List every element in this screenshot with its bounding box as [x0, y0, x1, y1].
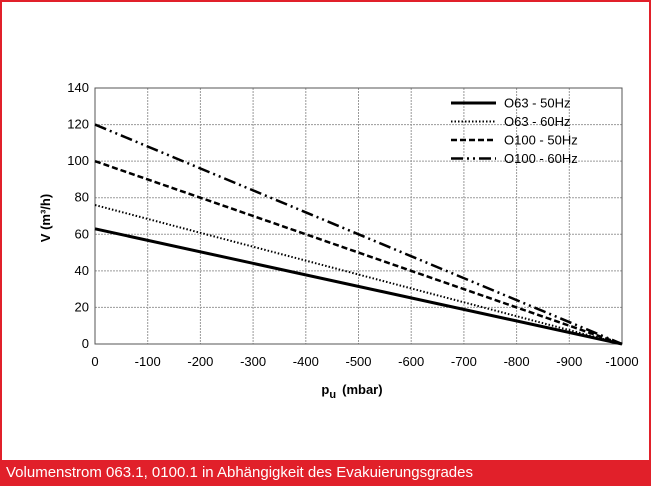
x-tick-label: -200: [187, 354, 213, 369]
y-tick-label: 100: [67, 153, 89, 168]
y-tick-label: 120: [67, 117, 89, 132]
x-axis-label: pu (mbar): [321, 382, 382, 401]
y-tick-label: 80: [75, 190, 89, 205]
y-tick-label: 140: [67, 80, 89, 95]
x-tick-labels: 0 -100 -200 -300 -400 -500 -600 -700 -800 -900 -10…: [91, 354, 638, 369]
legend: O63 - 50Hz O63 - 60Hz O100 - 50Hz O100 - 60…: [451, 96, 578, 166]
x-tick-label: -400: [293, 354, 319, 369]
x-tick-label: 0: [91, 354, 98, 369]
y-tick-label: 60: [75, 226, 89, 241]
legend-label: O100 - 60Hz: [504, 151, 578, 166]
x-tick-label: -800: [504, 354, 530, 369]
x-axis-label-unit: (mbar): [342, 382, 382, 397]
x-tick-label: -600: [398, 354, 424, 369]
series-lines: [94, 123, 623, 346]
y-tick-label: 0: [82, 336, 89, 351]
x-tick-label: -500: [345, 354, 371, 369]
grid: [94, 87, 623, 345]
y-axis-label: V (m³/h): [38, 194, 53, 242]
volume-flow-chart: 0 20 40 60 80 100 120 140 0 -100 -200 -300 -400 -500…: [38, 80, 639, 401]
x-tick-label: -300: [240, 354, 266, 369]
series-line: [94, 227, 623, 346]
y-tick-label: 40: [75, 263, 89, 278]
plot-border: [94, 87, 623, 345]
legend-label: O63 - 50Hz: [504, 96, 570, 111]
x-axis-label-main: p: [321, 382, 329, 397]
x-tick-label: -900: [556, 354, 582, 369]
x-axis-label-sub: u: [329, 389, 336, 401]
x-tick-label: -1000: [605, 354, 638, 369]
y-tick-labels: 0 20 40 60 80 100 120 140: [67, 80, 89, 351]
y-tick-label: 20: [75, 299, 89, 314]
series-line: [94, 159, 623, 346]
x-tick-label: -100: [135, 354, 161, 369]
legend-label: O100 - 50Hz: [504, 133, 578, 148]
series-line: [94, 123, 623, 346]
figure-caption: Volumenstrom 063.1, 0100.1 in Abhängigke…: [0, 460, 651, 486]
x-tick-label: -700: [451, 354, 477, 369]
legend-label: O63 - 60Hz: [504, 114, 570, 129]
